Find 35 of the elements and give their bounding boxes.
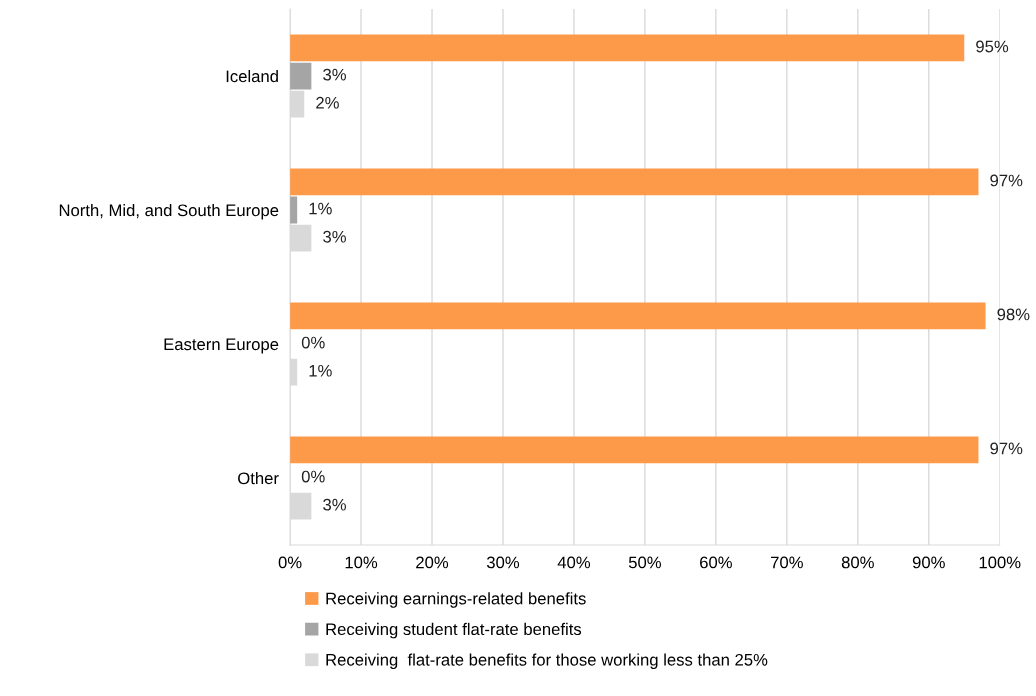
x-tick-label: 30% <box>486 556 520 569</box>
data-label: 1% <box>309 202 332 215</box>
y-tick-label: North, Mid, and South Europe <box>59 203 279 220</box>
data-label: 98% <box>997 308 1030 321</box>
bar <box>290 436 979 464</box>
data-label: 1% <box>309 364 332 377</box>
bar <box>290 302 986 330</box>
y-tick-label: Iceland <box>226 70 278 83</box>
x-tick-label: 40% <box>557 556 591 569</box>
bar <box>290 34 965 62</box>
legend-label: Receiving student flat-rate benefits <box>326 622 582 639</box>
y-tick-label: Eastern Europe <box>164 338 279 354</box>
x-tick-label: 70% <box>771 556 803 569</box>
data-label: 2% <box>316 96 339 109</box>
x-tick-label: 100% <box>979 556 1021 569</box>
data-label: 0% <box>301 336 325 349</box>
x-tick-label: 50% <box>628 556 661 569</box>
y-tick-label: Other <box>238 471 279 485</box>
x-tick-label: 60% <box>700 556 732 569</box>
data-label: 0% <box>301 470 325 483</box>
legend-label: Receiving flat-rate benefits for those working less than 25% <box>326 653 768 669</box>
data-label: 3% <box>323 498 346 511</box>
x-tick-label: 0% <box>278 556 302 569</box>
data-label: 3% <box>323 230 346 243</box>
bar <box>290 168 979 196</box>
legend-label: Receiving earnings-related benefits <box>326 592 586 608</box>
data-label: 97% <box>990 174 1023 187</box>
data-label: 95% <box>976 40 1009 53</box>
x-tick-label: 90% <box>912 556 945 569</box>
data-label: 97% <box>990 442 1023 455</box>
data-label: 3% <box>323 68 346 81</box>
x-tick-label: 10% <box>345 556 378 569</box>
x-tick-label: 20% <box>416 556 449 569</box>
bar <box>290 62 312 90</box>
x-tick-label: 80% <box>841 556 874 569</box>
